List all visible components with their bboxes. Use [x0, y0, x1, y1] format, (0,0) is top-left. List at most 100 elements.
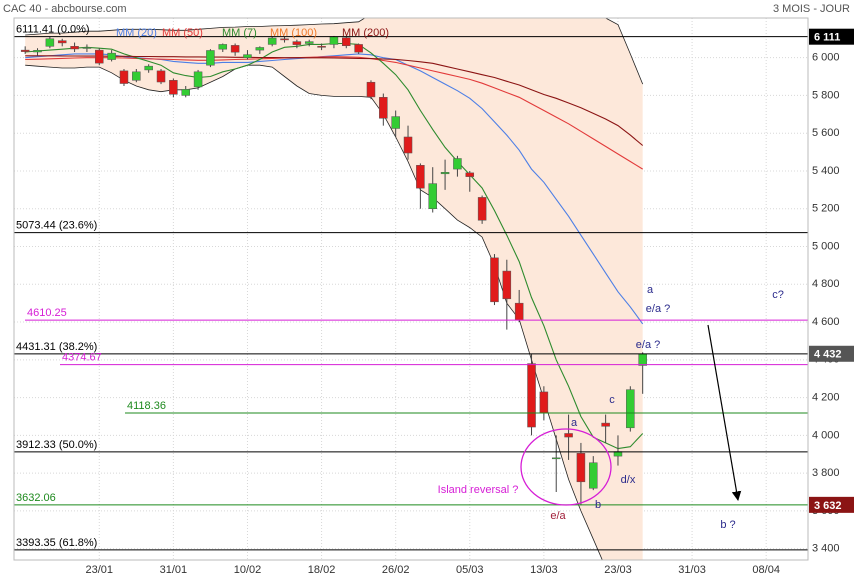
candle-body [626, 389, 635, 429]
level-label: 4118.36 [127, 400, 166, 412]
candle-body [403, 136, 413, 154]
band-line [25, 18, 644, 85]
candle-body [144, 65, 153, 71]
y-tick-label: 4 000 [812, 429, 840, 441]
candle-body [502, 270, 512, 300]
candle-body [527, 363, 536, 428]
header-right: 3 MOIS - JOUR [773, 3, 850, 15]
y-tick-label: 5 800 [812, 89, 840, 101]
y-tick-label: 3 800 [812, 467, 840, 479]
candle-body [107, 52, 116, 60]
legend-item: MM (20) [116, 27, 157, 39]
y-tick-label: 4 800 [812, 278, 840, 290]
price-tag-label: 4 432 [814, 349, 842, 361]
island-ellipse [520, 428, 612, 506]
candle-body [20, 49, 30, 52]
annotation: c? [772, 289, 784, 301]
x-tick-label: 31/01 [160, 564, 188, 576]
plot-frame [13, 17, 809, 561]
level-label: 4610.25 [27, 307, 67, 319]
candle-body [391, 116, 400, 129]
candle-body [490, 257, 499, 303]
candle-body [156, 70, 166, 83]
legend-item: MM (200) [342, 27, 389, 39]
x-tick-label: 13/03 [530, 564, 558, 576]
band-fill [25, 18, 643, 560]
candle-body [428, 183, 437, 209]
candle-body [551, 457, 561, 460]
annotation: Island reversal ? [438, 484, 519, 496]
candle-body [243, 54, 252, 58]
candle-body [342, 37, 351, 47]
candle-body [304, 41, 314, 44]
candle-body [218, 44, 228, 50]
y-tick-label: 5 200 [812, 203, 840, 215]
price-tag [809, 345, 854, 362]
moving-average [25, 55, 644, 146]
level-label: 4374.67 [62, 352, 102, 364]
x-tick-label: 10/02 [234, 564, 262, 576]
overlay: 6111.41 (0.0%) 5073.44 (23.6%) 4431.31 (38… [14, 24, 808, 551]
candle-body [539, 391, 549, 414]
candle-body [70, 46, 79, 50]
x-tick-label: 05/03 [456, 564, 484, 576]
candle-body [638, 353, 647, 366]
candle-body [267, 37, 277, 45]
legend-item: MM (7) [222, 27, 257, 39]
annotation: c [609, 394, 615, 406]
moving-average [25, 53, 644, 325]
candle-body [82, 47, 92, 49]
candle-body [280, 38, 289, 41]
candle-body [440, 172, 450, 175]
y-tick-label: 4 200 [812, 391, 840, 403]
price-tag [809, 496, 854, 513]
x-tick-label: 26/02 [382, 564, 410, 576]
candle-body [57, 40, 67, 44]
level-label: 6111.41 (0.0%) [16, 24, 90, 36]
candle-body [465, 172, 475, 177]
candle-body [317, 46, 326, 48]
x-tick-label: 23/01 [86, 564, 114, 576]
annotation: a [647, 284, 654, 296]
price-tag [809, 28, 854, 45]
candle-body [601, 422, 610, 427]
level-label: 3393.35 (61.8%) [16, 537, 97, 549]
level-label: 4431.31 (38.2%) [16, 341, 97, 353]
annotation: a [571, 417, 578, 429]
candle-body [45, 38, 55, 47]
annotation: e/a ? [636, 339, 660, 351]
candle-body [181, 89, 190, 96]
x-tick-label: 31/03 [678, 564, 706, 576]
level-label: 3912.33 (50.0%) [16, 439, 97, 451]
candle-body [329, 36, 339, 45]
candle-body [230, 45, 240, 53]
legend-item: MM (100) [270, 27, 317, 39]
annotation: b ? [720, 519, 735, 531]
candle-body [379, 97, 388, 119]
moving-average [25, 56, 643, 170]
candle-body [416, 165, 425, 189]
annotation: d/x [621, 474, 636, 486]
candle-body [169, 80, 178, 95]
header-left: CAC 40 - abcbourse.com [3, 3, 127, 15]
y-tick-label: 5 400 [812, 165, 840, 177]
price-tag-label: 3 632 [814, 500, 842, 512]
candle-body [366, 81, 376, 98]
candle-body [477, 197, 487, 221]
candle-body [564, 433, 573, 438]
projection-arrow [707, 324, 742, 501]
candle-body [354, 44, 363, 53]
y-tick-label: 4 600 [812, 316, 840, 328]
price-tag-label: 6 111 [814, 32, 840, 44]
x-tick-label: 18/02 [308, 564, 336, 576]
candle-body [206, 50, 215, 66]
level-label: 3632.06 [16, 492, 56, 504]
candle-body [95, 49, 104, 64]
candle-body [33, 50, 42, 53]
level-label: 5073.44 (23.6%) [16, 220, 97, 232]
candle-body [514, 302, 524, 321]
candle-body [255, 47, 265, 51]
annotation: e/a ? [646, 303, 670, 315]
